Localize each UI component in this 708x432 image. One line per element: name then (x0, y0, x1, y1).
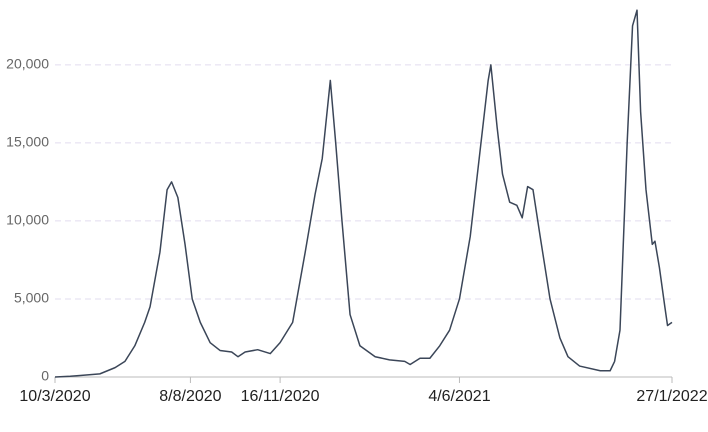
x-tick-label: 8/8/2020 (159, 388, 221, 405)
x-tick-label: 4/6/2021 (428, 388, 490, 405)
y-tick-label: 0 (41, 368, 49, 384)
x-tick-label: 10/3/2020 (19, 388, 90, 405)
y-tick-label: 5,000 (14, 290, 49, 306)
y-tick-label: 10,000 (6, 212, 49, 228)
y-tick-label: 15,000 (6, 134, 49, 150)
y-tick-label: 20,000 (6, 56, 49, 72)
x-tick-label: 16/11/2020 (241, 388, 320, 405)
series-line (54, 9, 673, 378)
x-tick-label: 27/1/2022 (636, 388, 707, 405)
